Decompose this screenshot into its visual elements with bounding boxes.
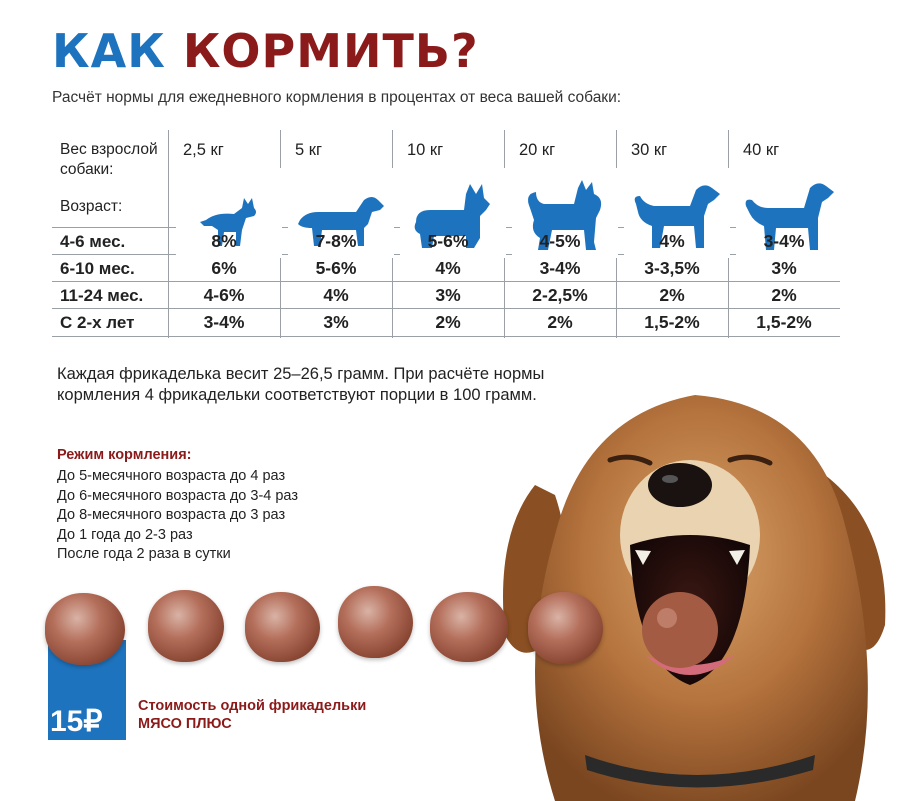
- table-cell: 4-5%: [539, 231, 581, 251]
- table-cell: 5-6%: [427, 231, 469, 251]
- price-label: Стоимость одной фрикадельки: [138, 698, 367, 714]
- table-cell: 3%: [435, 285, 461, 305]
- price-value: 15₽: [50, 705, 103, 738]
- table-cell: 4-6%: [203, 285, 245, 305]
- dachshund-icon: [288, 168, 394, 258]
- table-cell: 1,5-2%: [756, 312, 812, 332]
- column-weight: 20 кг: [519, 141, 556, 159]
- title-word-1: КАК: [52, 24, 166, 78]
- table-cell: 7-8%: [315, 231, 357, 251]
- regime-list: До 5-месячного возраста до 4 раз До 6-ме…: [57, 467, 298, 565]
- meatball-image: [430, 592, 508, 662]
- list-item: До 8-месячного возраста до 3 раз: [57, 507, 286, 523]
- list-item: До 5-месячного возраста до 4 раз: [57, 468, 286, 484]
- column-weight: 5 кг: [295, 141, 322, 159]
- page-title: КАК КОРМИТЬ?: [52, 28, 479, 74]
- weight-header-line2: собаки:: [60, 161, 114, 178]
- weight-header: Вес взрослой: [60, 141, 158, 158]
- table-divider: [52, 281, 840, 282]
- table-cell: 4%: [323, 285, 349, 305]
- golden-retriever-photo: [503, 395, 886, 801]
- table-cell: 3%: [323, 312, 349, 332]
- table-cell: 4%: [435, 258, 461, 278]
- list-item: До 6-месячного возраста до 3-4 раз: [57, 487, 298, 504]
- subtitle: Расчёт нормы для ежедневного кормления в…: [52, 89, 622, 106]
- title-word-2: КОРМИТЬ?: [182, 24, 479, 78]
- table-cell: 6%: [211, 258, 237, 278]
- meatball-image: [45, 593, 125, 665]
- tiny-dog-icon: [176, 168, 282, 258]
- corgi-icon: [400, 168, 506, 258]
- row-age-label: 4-6 мес.: [60, 232, 126, 251]
- column-weight: 30 кг: [631, 141, 668, 159]
- column-weight: 10 кг: [407, 141, 444, 159]
- table-cell: 5-6%: [315, 258, 357, 278]
- column-weight: 40 кг: [743, 141, 780, 159]
- medium-dog-icon: [624, 168, 730, 258]
- table-cell: 2%: [771, 285, 797, 305]
- age-header: Возраст:: [60, 198, 123, 215]
- list-item: После года 2 раза в сутки: [57, 546, 231, 562]
- large-dog-icon: [736, 168, 842, 258]
- table-cell: 3-4%: [763, 231, 805, 251]
- meatball-image: [245, 592, 320, 662]
- row-age-label: С 2-х лет: [60, 313, 135, 332]
- table-cell: 2%: [659, 285, 685, 305]
- table-cell: 8%: [211, 231, 237, 251]
- table-cell: 1,5-2%: [644, 312, 700, 332]
- table-cell: 2-2,5%: [532, 285, 588, 305]
- table-divider: [52, 308, 840, 309]
- meatball-image: [338, 586, 413, 658]
- meatball-weight-info: Каждая фрикаделька весит 25–26,5 грамм. …: [57, 365, 545, 404]
- table-divider: [52, 336, 840, 337]
- regime-title: Режим кормления:: [57, 447, 192, 463]
- table-cell: 2%: [547, 312, 573, 332]
- table-cell: 3-4%: [539, 258, 581, 278]
- table-cell: 3-3,5%: [644, 258, 700, 278]
- fluffy-dog-icon: [512, 168, 618, 258]
- table-cell: 3-4%: [203, 312, 245, 332]
- table-cell: 3%: [771, 258, 797, 278]
- row-age-label: 11-24 мес.: [60, 286, 144, 305]
- table-cell: 2%: [435, 312, 461, 332]
- column-weight: 2,5 кг: [183, 141, 224, 159]
- row-age-label: 6-10 мес.: [60, 259, 135, 278]
- list-item: До 1 года до 2-3 раз: [57, 526, 193, 543]
- meatball-image: [148, 590, 224, 662]
- meatball-image: [528, 592, 603, 664]
- product-name: МЯСО ПЛЮС: [138, 716, 232, 732]
- table-cell: 4%: [659, 231, 685, 251]
- feeding-table: Вес взрослой собаки: Возраст: 2,5 кг 5 к…: [52, 130, 842, 338]
- table-divider: [168, 130, 169, 338]
